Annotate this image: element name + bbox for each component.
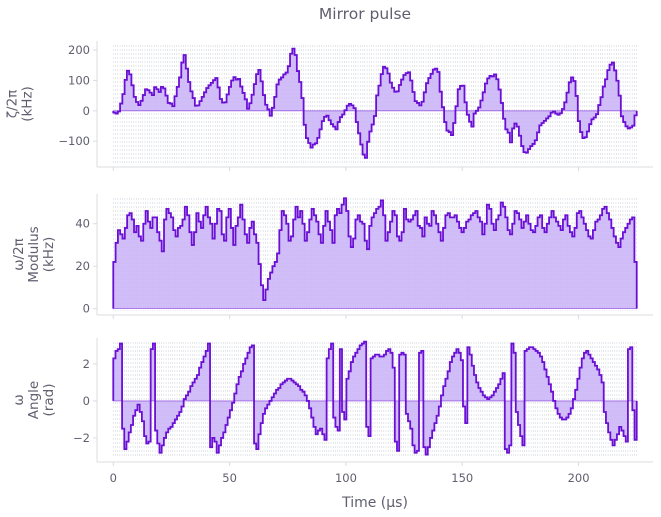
y-tick-label: −2 <box>73 431 90 445</box>
y-axis-label-line: (kHz) <box>20 86 36 122</box>
panel-3-series-line <box>112 340 638 456</box>
y-tick-label: 20 <box>75 259 90 273</box>
panel-1: −100 0 100 200 ζ/2π(kHz) <box>5 41 653 171</box>
x-axis-label: Time (µs) <box>341 495 408 511</box>
y-axis-label-line: ω/2π <box>11 238 27 271</box>
y-tick-label: 0 <box>83 104 90 118</box>
y-axis-label-line: (rad) <box>41 384 57 417</box>
x-tick-label: 100 <box>335 471 357 485</box>
y-axis-label: ωAngle(rad) <box>11 381 57 419</box>
y-axis-label: ζ/2π(kHz) <box>5 86 36 122</box>
y-axis-label-line: Modulus <box>26 226 42 282</box>
x-tick-label: 150 <box>451 471 473 485</box>
y-axis-label-line: (kHz) <box>41 237 57 273</box>
chart-title: Mirror pulse <box>319 5 411 23</box>
y-tick-label: 200 <box>68 43 90 57</box>
panel-2-series-line <box>112 197 638 309</box>
panel-1-series-line <box>112 47 638 159</box>
y-tick-label: −100 <box>58 134 90 148</box>
y-axis-label: ω/2πModulus(kHz) <box>11 226 57 282</box>
y-axis-label-line: ω <box>11 394 27 405</box>
y-axis-label-line: ζ/2π <box>5 90 21 119</box>
x-tick-label: 0 <box>110 471 117 485</box>
chart-panels: −1000100200ζ/2π(kHz)02040ω/2πModulus(kHz… <box>5 41 653 485</box>
panel-2: 0 20 40 ω/2πModulus(kHz) <box>11 194 653 319</box>
panel-3: −2 0 2 0 50 100 150 200 ωAngle(rad) <box>11 338 653 485</box>
y-tick-label: 0 <box>83 302 90 316</box>
y-axis-label-line: Angle <box>26 381 42 419</box>
y-tick-label: 40 <box>75 217 90 231</box>
y-tick-label: 0 <box>83 394 90 408</box>
y-tick-label: 100 <box>68 73 90 87</box>
panel-3-area <box>113 341 637 455</box>
x-tick-label: 200 <box>568 471 590 485</box>
x-tick-label: 50 <box>222 471 237 485</box>
y-tick-label: 2 <box>83 357 90 371</box>
panel-1-area <box>113 48 637 158</box>
